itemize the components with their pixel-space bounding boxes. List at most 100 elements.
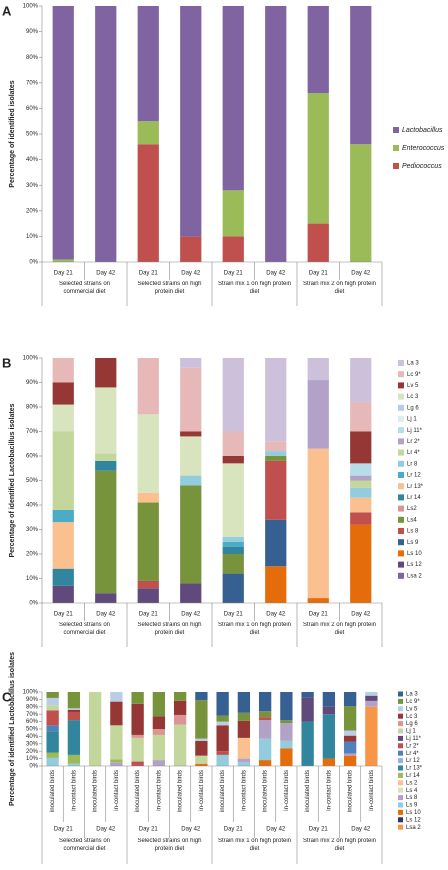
legend-label: Lsa 2 [406, 825, 421, 831]
x-tick-label: Day 42 [96, 271, 116, 277]
group-label: Strain mix 2 on high protein diet [302, 838, 377, 852]
bar-segment [195, 763, 208, 766]
legend-label: Lr 12 [407, 473, 421, 479]
group-label: Strain mix 2 on high protein diet [302, 281, 377, 295]
bar-segment [180, 436, 202, 476]
bar-segment [173, 692, 187, 701]
x-tick-label: Day 21 [224, 271, 244, 277]
y-tick-label: 40% [26, 157, 39, 163]
legend-label: Ls 2 [406, 780, 418, 786]
y-tick-label: 40% [26, 503, 39, 509]
bar-segment [216, 751, 229, 755]
group-label: Strain mix 1 on high protein diet [217, 281, 292, 295]
bar-segment [67, 708, 81, 710]
group-label-box: Selected strains on commercial diet [58, 838, 111, 852]
legend-label: Lj 1 [407, 417, 417, 423]
bar-segment [307, 598, 329, 603]
bar-segment [67, 763, 81, 766]
bar-segment [46, 725, 59, 732]
bar-segment [180, 431, 202, 437]
legend-swatch [398, 393, 404, 400]
bar-segment [222, 541, 244, 547]
x-tick-label: Day 21 [224, 612, 244, 618]
bar-segment [350, 463, 372, 476]
x-tick-label: inoculated birds [348, 770, 354, 812]
bar-segment [46, 710, 59, 726]
bar-segment [195, 755, 208, 764]
y-tick-label: 50% [26, 727, 39, 733]
legend-label: Lc 9* [407, 372, 421, 378]
legend-label: Lc 3 [407, 394, 419, 400]
bar-segment [222, 190, 244, 237]
bar-segment [52, 404, 74, 432]
y-axis-label: Percentage of identified Lactobacillus i… [9, 403, 16, 557]
legend-swatch [398, 561, 404, 568]
subgroup-label: Day 21 [224, 827, 244, 833]
legend-swatch [398, 371, 404, 378]
x-tick-label: in-contact birds [71, 770, 77, 811]
x-tick-label: in-contact birds [369, 770, 375, 811]
legend-label: Lc 9* [406, 699, 420, 705]
legend-label: Ls 12 [406, 817, 421, 823]
y-tick-label: 100% [23, 4, 39, 10]
x-tick-label: Day 21 [309, 612, 329, 618]
legend-swatch [398, 460, 404, 467]
group-label: Selected strains on high protein diet [137, 838, 202, 852]
bar-segment [222, 456, 244, 464]
group-label-box: Selected strains on high protein diet [137, 281, 202, 295]
legend-swatch [398, 528, 404, 534]
bar-segment [46, 757, 59, 766]
legend-swatch [398, 787, 403, 793]
bar-segment [307, 358, 329, 381]
bar-segment [137, 121, 159, 145]
bar-segment [52, 522, 74, 569]
bar-segment [265, 566, 287, 603]
bar-segment [350, 524, 372, 603]
bar-segment [258, 692, 272, 712]
legend-label: Lv 5 [407, 383, 419, 389]
bar-segment [67, 754, 81, 764]
y-tick-label: 80% [26, 55, 39, 61]
y-tick-label: 70% [26, 429, 39, 435]
bar-segment [137, 588, 159, 603]
x-tick-label: in-contact birds [156, 770, 162, 811]
legend-label: Lc 3 [406, 714, 418, 720]
y-tick-label: 50% [26, 132, 39, 138]
legend-label: Lactobacillus [402, 127, 443, 134]
group-label-box: Strain mix 2 on high protein diet [303, 622, 376, 636]
bar-segment [322, 692, 336, 707]
bar-segment [307, 223, 329, 262]
x-tick-label: Day 42 [96, 612, 116, 618]
legend-swatch [398, 472, 404, 478]
x-tick-label: Day 42 [181, 612, 201, 618]
bar-segment [131, 692, 144, 704]
group-label: Selected strains on commercial diet [58, 281, 111, 295]
subgroup-label: Day 42 [96, 827, 116, 833]
group-label: Selected strains on commercial diet [58, 838, 111, 852]
legend-swatch [398, 505, 404, 512]
y-tick-label: 80% [26, 405, 39, 411]
legend-swatch [398, 772, 403, 778]
legend-swatch [398, 416, 404, 422]
legend-swatch [398, 728, 403, 734]
legend-swatch [398, 691, 403, 697]
x-tick-label: inoculated birds [50, 770, 56, 812]
bar-segment [137, 502, 159, 581]
bar-segment [280, 720, 293, 724]
bar-segment [180, 583, 202, 603]
y-tick-label: 100% [23, 690, 39, 696]
bar-segment [95, 460, 117, 471]
x-tick-label: inoculated birds [305, 770, 311, 812]
bar-segment [52, 6, 74, 260]
legend-label: Ls 8 [407, 529, 419, 535]
x-tick-label: in-contact birds [241, 770, 247, 811]
x-tick-label: Day 42 [266, 271, 286, 277]
group-label-box: Strain mix 1 on high protein diet [217, 281, 292, 295]
legend-swatch [398, 721, 403, 727]
y-axis-label: Percentage of identified isolates [9, 80, 16, 187]
bar-segment [46, 752, 59, 758]
bar-segment [237, 762, 251, 766]
bar-segment [137, 358, 159, 415]
bar-segment [343, 753, 357, 756]
group-label: Selected strains on high protein diet [137, 281, 202, 295]
